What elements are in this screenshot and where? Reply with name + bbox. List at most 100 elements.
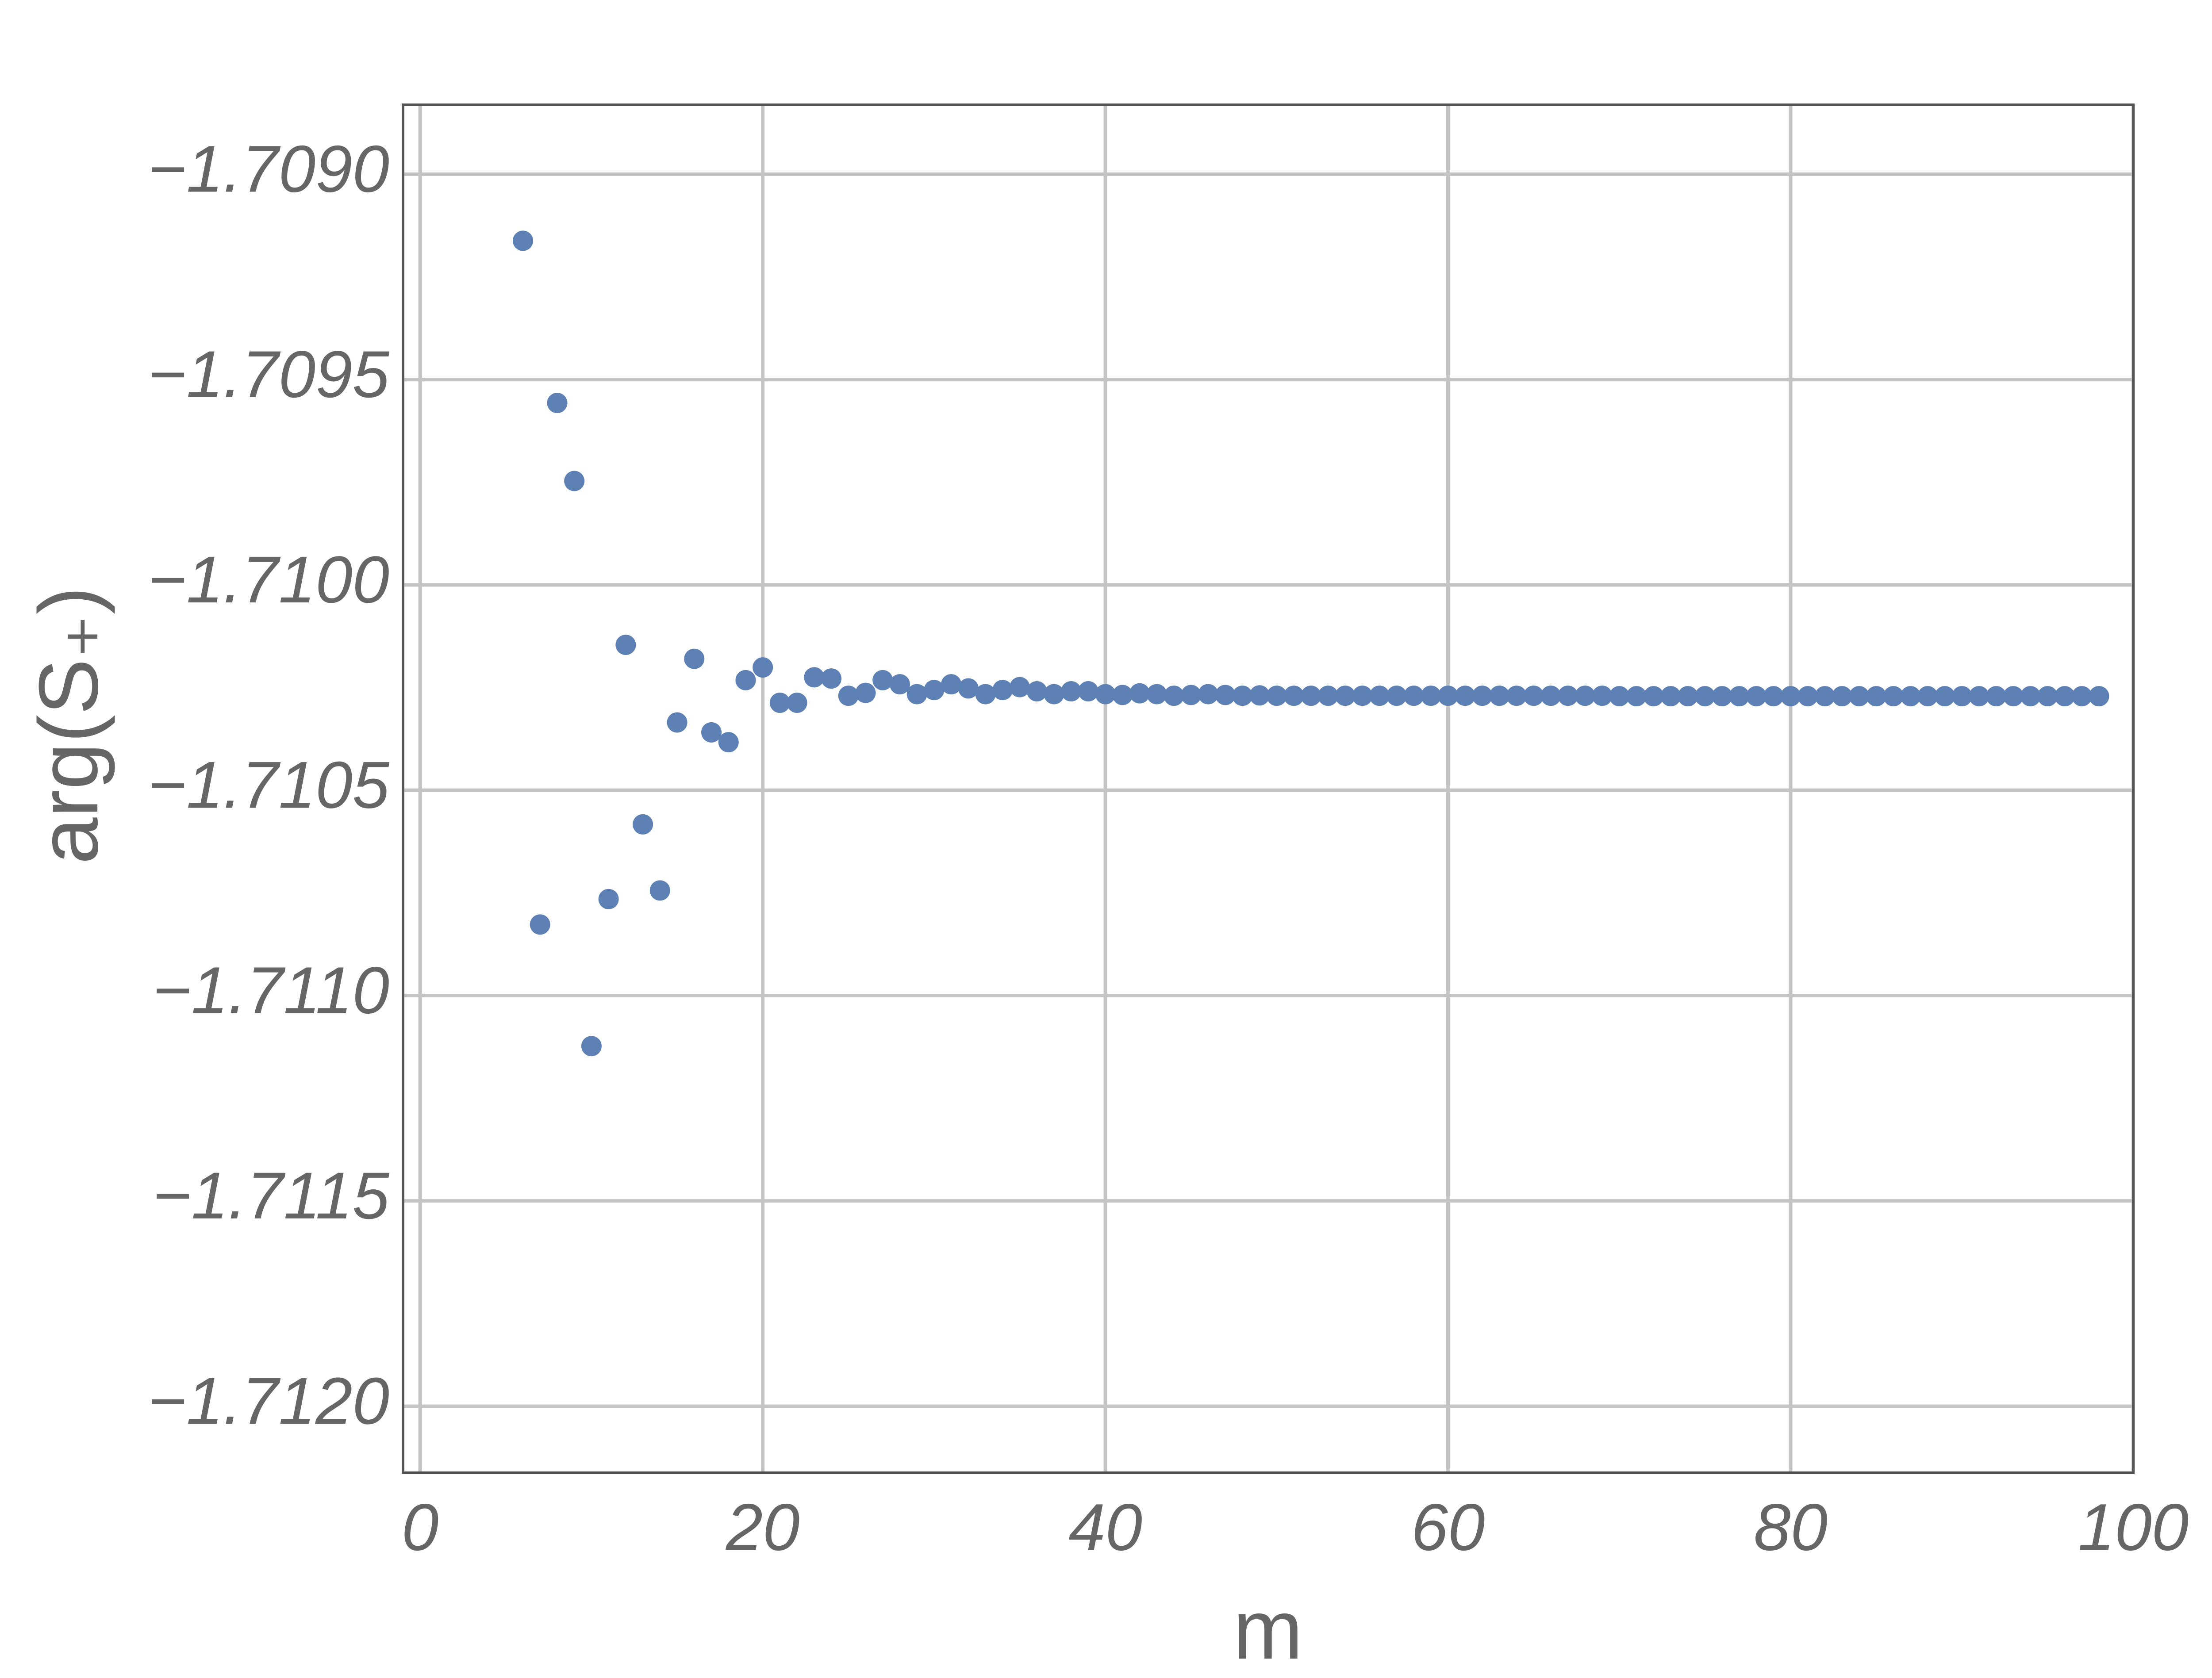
point: [821, 668, 842, 689]
point: [667, 712, 687, 733]
y-tick-label: −1.7110: [153, 953, 389, 1027]
point: [2089, 686, 2109, 707]
point: [1386, 686, 1407, 706]
point: [735, 670, 756, 690]
x-tick-label: 60: [1411, 1490, 1485, 1564]
point: [872, 670, 893, 690]
y-tick-label: −1.7120: [148, 1364, 389, 1438]
point: [1318, 686, 1339, 706]
point: [2071, 686, 2092, 707]
point: [1609, 686, 1630, 707]
point: [1026, 681, 1047, 701]
point: [769, 692, 790, 713]
point: [2037, 686, 2058, 707]
point: [1592, 686, 1613, 706]
x-tick-label: 20: [726, 1490, 800, 1564]
point: [1832, 686, 1852, 707]
point: [1900, 686, 1921, 707]
point: [1746, 686, 1767, 707]
point: [1301, 686, 1321, 706]
point: [1266, 686, 1287, 706]
point: [787, 692, 807, 713]
plot-frame: [402, 103, 2135, 1474]
point: [530, 914, 550, 935]
point: [2055, 686, 2075, 707]
point: [684, 648, 705, 669]
point: [1626, 686, 1647, 707]
x-tick-label: 100: [2078, 1490, 2189, 1564]
point: [1061, 681, 1082, 701]
point: [564, 471, 585, 491]
point: [958, 678, 979, 699]
y-tick-label: −1.7100: [148, 542, 389, 617]
x-axis-label: m: [1233, 1583, 1303, 1677]
point: [1249, 685, 1270, 706]
point: [1455, 686, 1475, 706]
point: [1866, 686, 1887, 707]
point: [1489, 686, 1510, 706]
point: [1352, 686, 1373, 706]
point: [718, 732, 739, 753]
point: [1558, 686, 1578, 706]
point: [804, 667, 825, 688]
point: [1112, 685, 1133, 705]
point: [1951, 686, 1972, 707]
point: [1643, 686, 1664, 707]
point: [1044, 684, 1064, 705]
point: [1421, 686, 1441, 706]
point: [581, 1036, 602, 1057]
point: [701, 722, 722, 743]
point: [1146, 684, 1167, 705]
point: [941, 674, 962, 695]
x-tick-label: 0: [402, 1490, 438, 1564]
point: [1215, 685, 1236, 705]
y-tick-label: −1.7105: [148, 747, 390, 822]
x-tick-label: 40: [1068, 1490, 1142, 1564]
point: [547, 393, 568, 414]
point: [633, 814, 653, 835]
point: [1523, 686, 1544, 706]
point: [1129, 683, 1150, 704]
point: [513, 230, 534, 251]
y-tick-label: −1.7115: [153, 1158, 390, 1233]
y-axis-label: arg(S₊): [22, 586, 115, 864]
point: [1660, 686, 1681, 707]
point: [1969, 686, 1989, 707]
point: [1763, 686, 1784, 707]
point: [906, 684, 927, 705]
point: [1403, 686, 1424, 706]
point: [1849, 686, 1870, 707]
x-tick-label: 80: [1754, 1490, 1828, 1564]
point: [1335, 686, 1356, 706]
point: [975, 684, 996, 705]
y-tick-label: −1.7090: [148, 132, 389, 206]
point: [1078, 681, 1098, 701]
point: [1506, 686, 1527, 706]
point: [1712, 686, 1732, 707]
point: [598, 889, 619, 909]
point: [1540, 686, 1561, 706]
point: [1198, 684, 1218, 705]
point: [1438, 686, 1459, 706]
point: [1678, 686, 1698, 707]
point: [1917, 686, 1938, 707]
point: [992, 680, 1013, 701]
point: [2020, 686, 2041, 707]
point: [1369, 686, 1390, 706]
point: [1164, 686, 1184, 706]
point: [1986, 686, 2007, 707]
point: [1935, 686, 1955, 707]
point: [1729, 686, 1750, 707]
point: [1814, 686, 1835, 707]
point: [924, 680, 945, 701]
point: [1010, 677, 1030, 697]
point: [1232, 686, 1253, 706]
point: [838, 686, 859, 706]
point: [1797, 686, 1818, 707]
point: [2003, 686, 2024, 707]
point: [615, 635, 636, 655]
point: [855, 682, 876, 703]
point: [1575, 686, 1595, 706]
point: [889, 674, 910, 695]
